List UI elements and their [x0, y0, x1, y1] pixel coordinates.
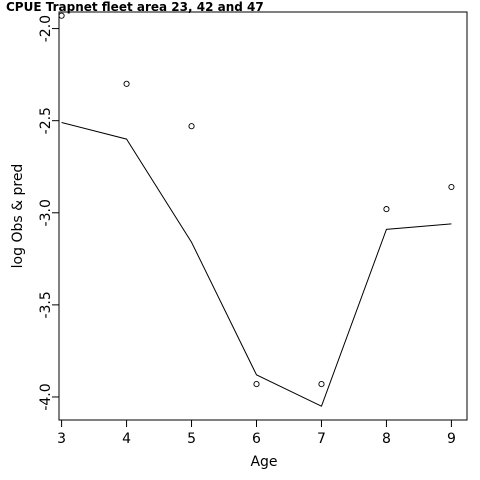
- x-tick-label: 5: [187, 431, 196, 447]
- y-tick-label: -2.5: [38, 107, 54, 134]
- y-axis-label: log Obs & pred: [10, 164, 26, 269]
- observed-point: [188, 123, 195, 130]
- y-tick-label: -3.0: [38, 199, 54, 226]
- x-axis: 3 4 5 6 7 8 9: [57, 420, 456, 447]
- y-tick-label: -2.0: [38, 15, 54, 42]
- observed-point: [253, 381, 260, 388]
- x-tick-label: 8: [382, 431, 391, 447]
- series-layer: [58, 12, 455, 407]
- observed-point: [448, 183, 455, 191]
- chart-title: CPUE Trapnet fleet area 23, 42 and 47: [6, 0, 264, 14]
- y-tick-label: -3.5: [38, 291, 54, 318]
- observed-point: [383, 206, 390, 213]
- x-axis-label: Age: [250, 454, 277, 470]
- y-tick-label: -4.0: [38, 383, 54, 410]
- y-axis: -4.0 -3.5 -3.0 -2.5 -2.0: [38, 15, 59, 411]
- x-tick-label: 7: [317, 431, 326, 447]
- x-tick-label: 4: [122, 431, 131, 447]
- plot-frame: [58, 11, 468, 421]
- predicted-line: [61, 122, 452, 407]
- observed-point: [58, 12, 65, 19]
- x-tick-label: 3: [57, 431, 66, 447]
- x-tick-label: 6: [252, 431, 261, 447]
- observed-point: [318, 381, 325, 388]
- observed-point: [123, 80, 130, 87]
- x-tick-label: 9: [447, 431, 456, 447]
